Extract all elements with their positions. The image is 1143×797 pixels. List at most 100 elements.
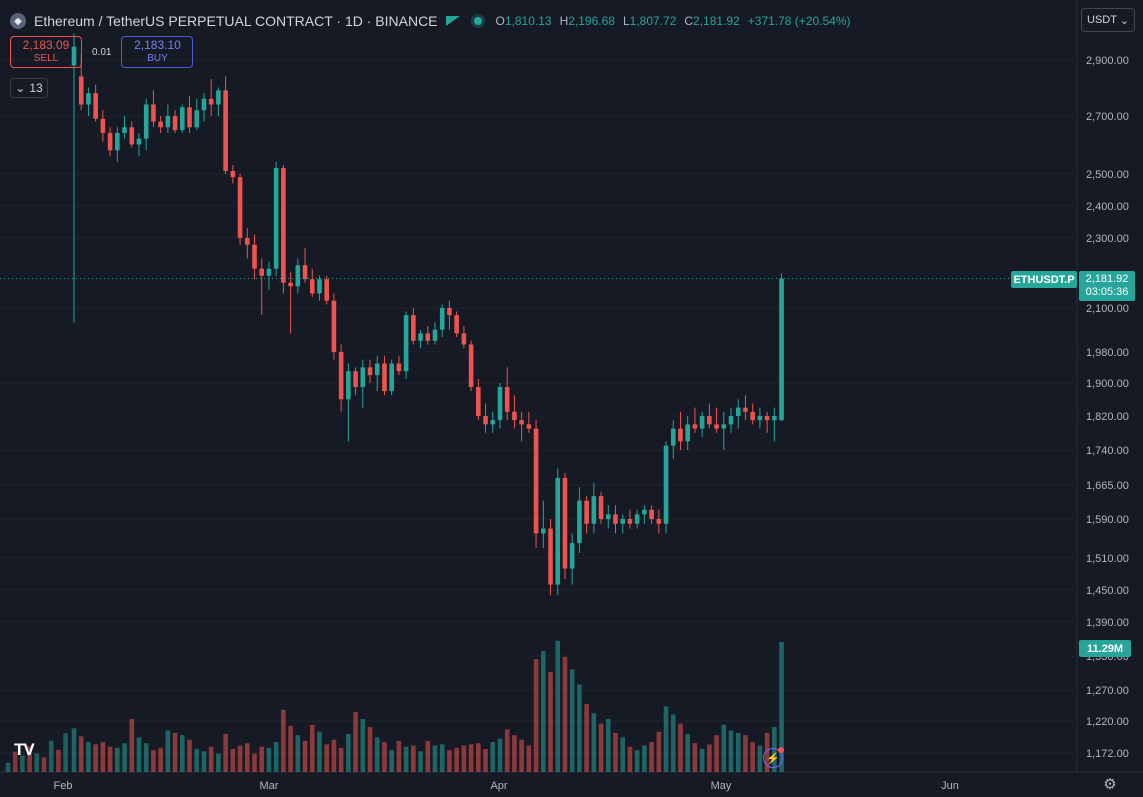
candle-body (497, 387, 503, 421)
candle-body (107, 132, 113, 151)
volume-bar (620, 737, 626, 772)
price-axis-tick: 1,740.00 (1086, 445, 1129, 457)
candle-body (512, 411, 517, 421)
candle-body (605, 514, 611, 519)
volume-bar (20, 755, 25, 772)
candle-body (230, 170, 236, 178)
candle-body (533, 428, 539, 534)
volume-bar (34, 753, 40, 772)
volume-bar (577, 684, 582, 772)
volume-bar (396, 740, 402, 772)
candle-body (382, 363, 387, 392)
volume-bar (56, 749, 61, 772)
candle-body (288, 282, 293, 287)
volume-bar (490, 742, 496, 772)
candle-body (432, 329, 438, 341)
candle-body (266, 268, 272, 276)
candle-body (634, 514, 640, 524)
volume-bar (302, 740, 308, 772)
volume-bar (533, 659, 539, 772)
price-axis-tick: 2,300.00 (1086, 233, 1129, 245)
settings-gear-icon[interactable]: ⚙ (1103, 776, 1117, 793)
volume-bar (129, 719, 135, 772)
trade-panel: 2,183.09 SELL 0.01 2,183.10 BUY (10, 36, 194, 68)
volume-bar (692, 743, 698, 772)
volume-bar (295, 735, 301, 772)
candle-body (93, 93, 98, 119)
volume-bar (107, 746, 113, 772)
volume-bar (216, 753, 221, 772)
volume-bar (735, 732, 741, 772)
time-axis-tick: Mar (260, 780, 279, 792)
volume-bar (461, 745, 467, 772)
buy-button[interactable]: 2,183.10 BUY (121, 36, 194, 68)
candle-body (201, 98, 207, 111)
volume-bar (743, 735, 748, 772)
volume-bar (63, 733, 68, 772)
candle-body (151, 104, 156, 122)
volume-bar (100, 742, 106, 772)
volume-bar (12, 751, 18, 772)
time-axis-tick: May (711, 780, 732, 792)
volume-bar (367, 727, 373, 772)
candle-body (295, 265, 301, 287)
volume-bar (569, 669, 575, 772)
volume-bar (779, 642, 784, 772)
volume-bar (605, 719, 611, 772)
volume-bar (346, 734, 351, 772)
candle-body (411, 315, 416, 341)
flag-icon[interactable] (445, 16, 460, 26)
ohlc-high: H2,196.68 (559, 14, 615, 28)
candle-body (490, 420, 496, 425)
time-axis-tick: Apr (490, 780, 507, 792)
volume-bar (194, 748, 200, 772)
candle-body (165, 116, 171, 128)
candle-body (541, 528, 546, 534)
volume-bar (324, 744, 329, 772)
ohlc-close: C2,181.92 (684, 14, 740, 28)
currency-select[interactable]: USDT ⌄ (1081, 8, 1135, 32)
candle-body (483, 416, 488, 425)
volume-bar (750, 742, 755, 772)
bar-countdown: 03:05:36 (1085, 286, 1129, 298)
flash-icon[interactable]: ⚡ (763, 747, 784, 768)
candle-body (591, 496, 597, 524)
candle-body (461, 333, 467, 345)
indicators-count: 13 (29, 81, 43, 95)
volume-bar (143, 743, 149, 772)
buy-label: BUY (147, 53, 168, 64)
volume-bar (649, 742, 654, 772)
candle-body (447, 308, 452, 316)
volume-bar (634, 750, 640, 772)
volume-bar (208, 746, 214, 772)
tradingview-logo-icon[interactable]: TV (14, 740, 35, 759)
ohlc-change: +371.78 (+20.54%) (747, 14, 851, 28)
volume-bar (497, 738, 503, 772)
candle-body (735, 407, 741, 416)
chevron-down-icon: ⌄ (1119, 14, 1129, 27)
candle-body (721, 424, 727, 429)
indicators-toggle-button[interactable]: ⌄ 13 (10, 78, 48, 98)
candle-body (476, 387, 481, 416)
symbol-title[interactable]: Ethereum / TetherUS PERPETUAL CONTRACT ·… (34, 13, 438, 29)
volume-bar (613, 732, 618, 772)
candle-body (302, 265, 308, 280)
sell-button[interactable]: 2,183.09 SELL (10, 36, 82, 68)
volume-bar (288, 725, 293, 772)
volume-bar (259, 746, 265, 772)
volume-bar (158, 747, 163, 772)
candle-body (331, 300, 337, 352)
candle-body (678, 428, 683, 442)
candle-body (439, 308, 445, 330)
volume-bar (447, 750, 452, 772)
time-axis-tick: Jun (941, 780, 959, 792)
candle-body (71, 46, 77, 66)
candle-body (743, 407, 748, 412)
volume-bar (86, 742, 91, 772)
volume-bar (418, 751, 423, 772)
volume-bar (707, 744, 712, 772)
candle-body (281, 167, 286, 283)
volume-bar (642, 745, 647, 772)
price-axis-tick: 1,220.00 (1086, 716, 1129, 728)
